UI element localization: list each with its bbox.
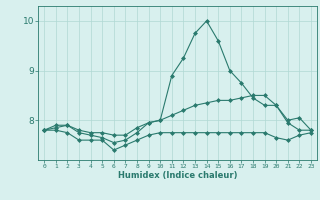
- X-axis label: Humidex (Indice chaleur): Humidex (Indice chaleur): [118, 171, 237, 180]
